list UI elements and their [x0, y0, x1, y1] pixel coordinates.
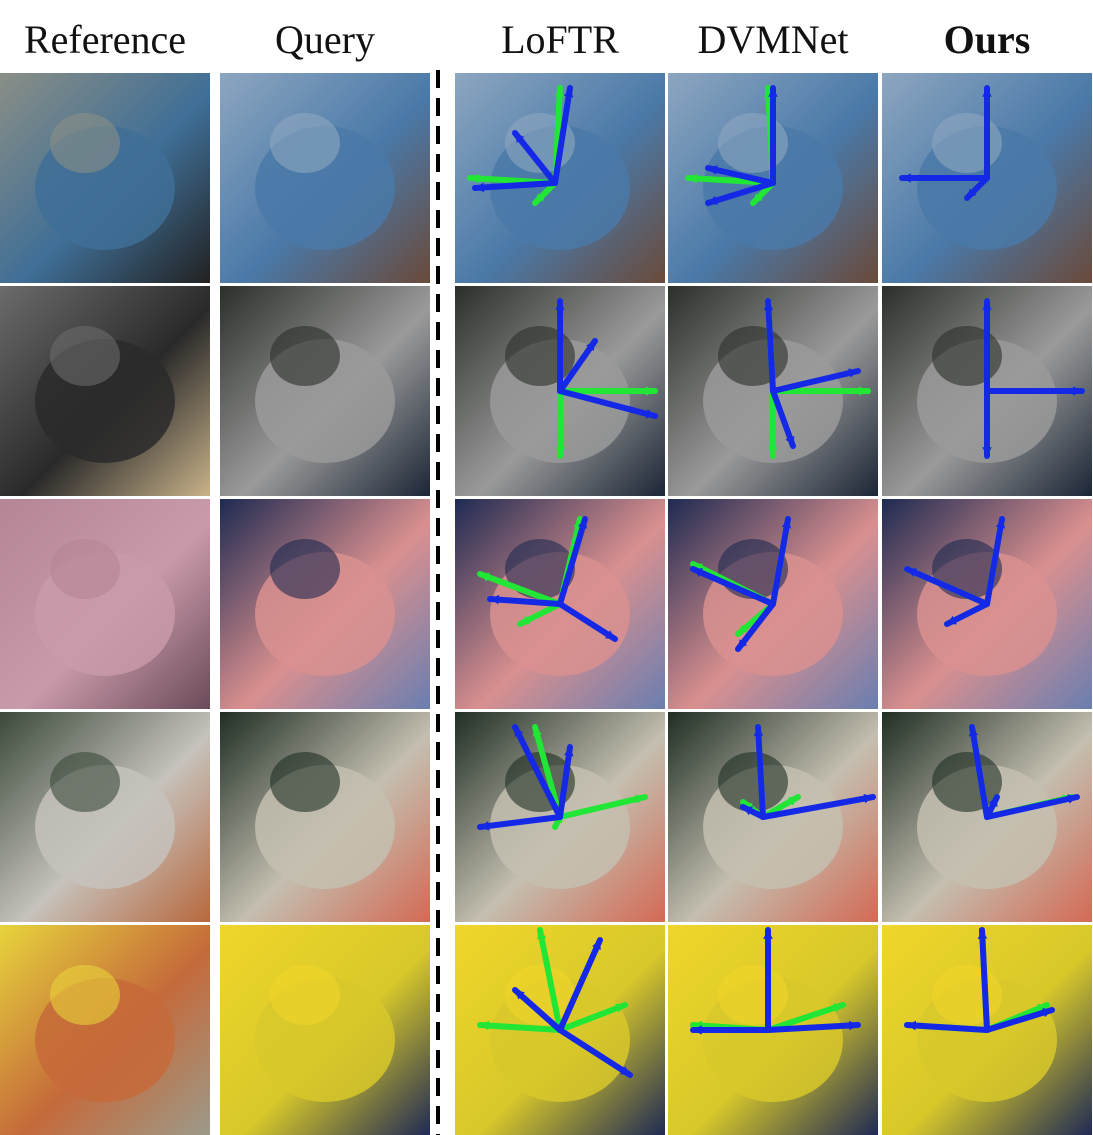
image-camera-reference: [0, 286, 210, 496]
scene-cat-ours: [882, 499, 1092, 709]
image-duck-dvmnet: [668, 925, 878, 1135]
camera-object-part: [50, 326, 120, 386]
image-vise-dvmnet: [668, 73, 878, 283]
scene-drill-query: [220, 712, 430, 922]
header-ours: Ours: [882, 10, 1092, 70]
header-loftr: LoFTR: [455, 10, 665, 70]
scene-drill-reference: [0, 712, 210, 922]
image-drill-ours: [882, 712, 1092, 922]
header-reference: Reference: [0, 10, 210, 70]
drill-object-part: [50, 752, 120, 812]
scene-vise-dvmnet: [668, 73, 878, 283]
camera-object-part: [505, 326, 575, 386]
image-cat-query: [220, 499, 430, 709]
image-drill-query: [220, 712, 430, 922]
scene-drill-ours: [882, 712, 1092, 922]
scene-duck-query: [220, 925, 430, 1135]
drill-object-part: [718, 752, 788, 812]
scene-vise-query: [220, 73, 430, 283]
vise-object-part: [50, 113, 120, 173]
scene-cat-dvmnet: [668, 499, 878, 709]
image-vise-query: [220, 73, 430, 283]
image-camera-query: [220, 286, 430, 496]
dashed-divider: [435, 70, 441, 1135]
image-cat-loftr: [455, 499, 665, 709]
duck-object-part: [932, 965, 1002, 1025]
image-camera-dvmnet: [668, 286, 878, 496]
image-duck-query: [220, 925, 430, 1135]
image-cat-reference: [0, 499, 210, 709]
cat-object-part: [270, 539, 340, 599]
image-vise-loftr: [455, 73, 665, 283]
scene-camera-loftr: [455, 286, 665, 496]
scene-camera-query: [220, 286, 430, 496]
image-drill-dvmnet: [668, 712, 878, 922]
image-drill-loftr: [455, 712, 665, 922]
duck-object-part: [718, 965, 788, 1025]
image-cat-ours: [882, 499, 1092, 709]
scene-cat-loftr: [455, 499, 665, 709]
scene-duck-reference: [0, 925, 210, 1135]
cat-object-part: [50, 539, 120, 599]
scene-drill-loftr: [455, 712, 665, 922]
vise-object-part: [932, 113, 1002, 173]
camera-object-part: [932, 326, 1002, 386]
image-duck-loftr: [455, 925, 665, 1135]
drill-object-part: [270, 752, 340, 812]
vise-object-part: [270, 113, 340, 173]
scene-duck-loftr: [455, 925, 665, 1135]
scene-camera-reference: [0, 286, 210, 496]
image-camera-loftr: [455, 286, 665, 496]
scene-duck-dvmnet: [668, 925, 878, 1135]
scene-vise-reference: [0, 73, 210, 283]
camera-object-part: [718, 326, 788, 386]
duck-object-part: [50, 965, 120, 1025]
image-vise-ours: [882, 73, 1092, 283]
header-query: Query: [220, 10, 430, 70]
duck-object-part: [270, 965, 340, 1025]
vise-object-part: [718, 113, 788, 173]
scene-vise-loftr: [455, 73, 665, 283]
camera-object-part: [270, 326, 340, 386]
scene-duck-ours: [882, 925, 1092, 1135]
image-duck-ours: [882, 925, 1092, 1135]
scene-camera-dvmnet: [668, 286, 878, 496]
scene-drill-dvmnet: [668, 712, 878, 922]
image-vise-reference: [0, 73, 210, 283]
header-dvmnet: DVMNet: [668, 10, 878, 70]
scene-cat-reference: [0, 499, 210, 709]
image-cat-dvmnet: [668, 499, 878, 709]
image-camera-ours: [882, 286, 1092, 496]
scene-cat-query: [220, 499, 430, 709]
image-drill-reference: [0, 712, 210, 922]
scene-vise-ours: [882, 73, 1092, 283]
scene-camera-ours: [882, 286, 1092, 496]
image-duck-reference: [0, 925, 210, 1135]
